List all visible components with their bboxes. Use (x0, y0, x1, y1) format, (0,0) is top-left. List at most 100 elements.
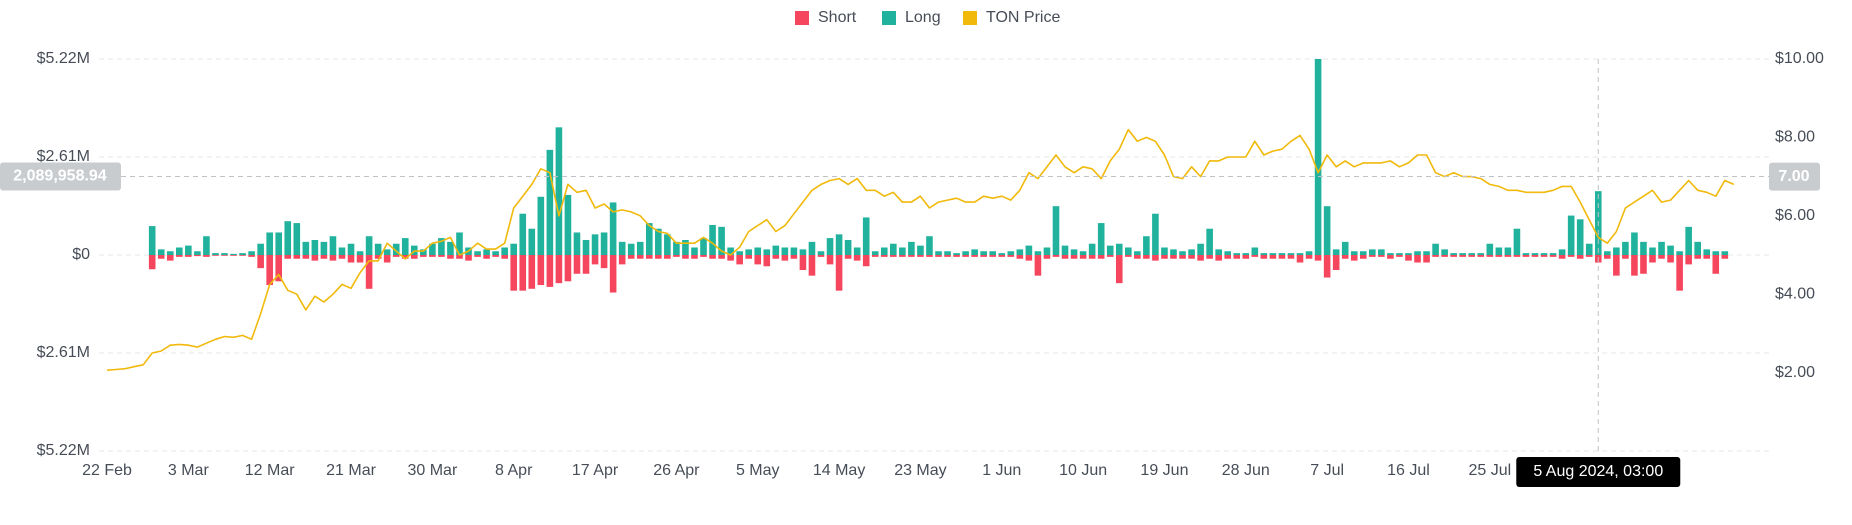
x-tick-label: 26 Apr (653, 462, 700, 479)
bar (1585, 255, 1593, 257)
bar (1341, 255, 1349, 259)
bar (1459, 255, 1467, 257)
crosshair-x-box (1516, 457, 1681, 487)
bar (1676, 251, 1683, 255)
bar (1658, 255, 1665, 259)
bar (1495, 247, 1503, 255)
bar (1242, 253, 1250, 255)
bar (1378, 255, 1385, 257)
bar (664, 234, 671, 255)
bar (1206, 255, 1213, 259)
bar (1070, 249, 1078, 255)
bar (763, 249, 771, 255)
bar (1613, 255, 1620, 276)
bar (1622, 241, 1629, 255)
bar (1486, 255, 1494, 257)
bar (880, 255, 888, 257)
bar (1513, 255, 1521, 257)
bar (871, 251, 879, 255)
bar (1016, 255, 1024, 259)
bar (989, 255, 997, 257)
bar (148, 226, 156, 255)
x-tick-label: 17 Apr (572, 462, 619, 479)
bar (401, 255, 409, 259)
bar (239, 255, 246, 256)
bar (1604, 255, 1611, 259)
bar (600, 232, 608, 255)
bar (230, 255, 237, 256)
bar (682, 255, 689, 259)
bar (980, 255, 987, 257)
bar (1278, 255, 1286, 259)
bar (745, 249, 753, 255)
bar (1043, 247, 1051, 255)
bar (890, 243, 897, 255)
bar (772, 255, 780, 259)
bar (1387, 255, 1394, 259)
bar (844, 239, 852, 255)
bar (618, 255, 626, 265)
bar (1070, 255, 1078, 259)
bar (266, 232, 273, 255)
bar (1703, 249, 1711, 255)
bar (1134, 255, 1141, 259)
bar (1143, 236, 1150, 255)
bar (1305, 255, 1313, 259)
y2-tick-label: $8.00 (1775, 129, 1815, 146)
bar (1649, 247, 1656, 255)
bar (781, 247, 789, 255)
bar (1558, 255, 1566, 259)
bar (429, 255, 436, 257)
bar (655, 255, 662, 259)
x-tick-label: 19 Jun (1140, 462, 1188, 479)
bar (1124, 255, 1132, 257)
bar (609, 255, 617, 293)
bar (203, 255, 210, 257)
bar (1314, 59, 1322, 255)
bar (564, 255, 572, 282)
bar (492, 255, 499, 257)
bar (1251, 255, 1259, 257)
bar (1396, 253, 1403, 255)
bar (817, 251, 825, 255)
bar (1007, 255, 1015, 257)
bar (365, 236, 373, 255)
bar (763, 255, 771, 267)
bar (420, 255, 427, 257)
bar (266, 255, 273, 286)
y2-tick-label: $2.00 (1775, 364, 1815, 381)
bar (799, 249, 807, 255)
bar (1170, 249, 1177, 255)
bar (1016, 249, 1024, 255)
bar (826, 255, 834, 265)
bar (1549, 255, 1557, 257)
bar (311, 255, 319, 261)
bar (194, 255, 201, 257)
bar (401, 238, 409, 255)
bar (1161, 255, 1168, 259)
x-tick-label: 23 May (894, 462, 946, 479)
bar (645, 223, 653, 255)
bar (754, 247, 762, 255)
bar (664, 255, 671, 259)
bar (989, 251, 997, 255)
bar (971, 255, 978, 257)
x-tick-label: 1 Jun (982, 462, 1021, 479)
bar (736, 251, 743, 255)
bar (1197, 243, 1204, 255)
bar (736, 255, 743, 265)
bar (356, 251, 364, 255)
bar (1197, 255, 1204, 261)
x-tick-label: 22 Feb (82, 462, 132, 479)
bar (519, 213, 527, 255)
bar (1441, 255, 1448, 257)
bar (166, 255, 174, 261)
bar (347, 255, 355, 263)
bar (194, 251, 201, 255)
bar (329, 255, 337, 261)
bar (1115, 243, 1123, 255)
bar (1531, 255, 1539, 257)
bar (1359, 255, 1367, 259)
bar (374, 255, 382, 259)
bar (700, 238, 707, 255)
